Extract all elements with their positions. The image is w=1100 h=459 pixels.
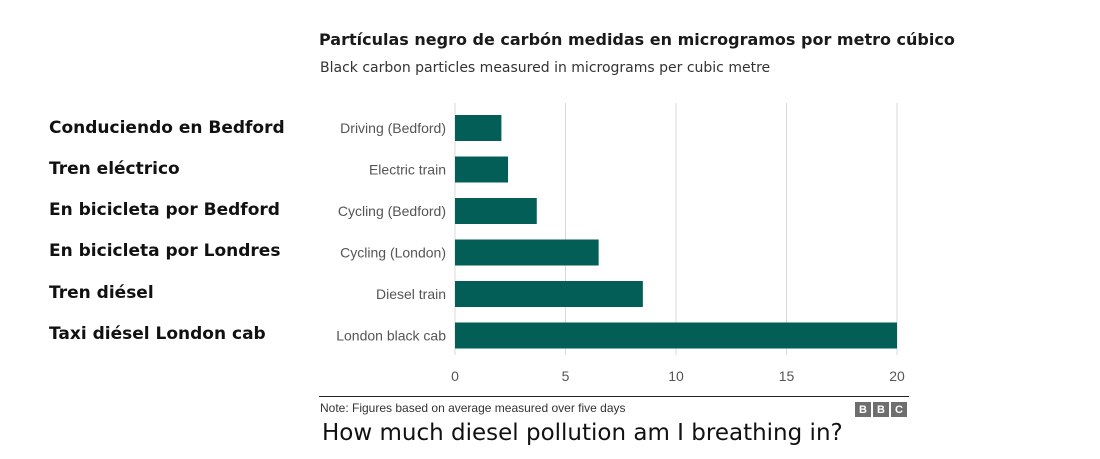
logo-letter: B bbox=[873, 402, 889, 417]
x-tick-label: 10 bbox=[668, 368, 684, 384]
category-label: Driving (Bedford) bbox=[340, 120, 446, 136]
bar bbox=[455, 281, 643, 307]
footer-divider bbox=[319, 396, 909, 397]
logo-letter: B bbox=[855, 402, 871, 417]
caption: How much diesel pollution am I breathing… bbox=[322, 420, 843, 446]
chart-subtitle: Black carbon particles measured in micro… bbox=[320, 60, 771, 76]
category-label: Cycling (Bedford) bbox=[338, 203, 446, 219]
bbc-logo: B B C bbox=[855, 402, 907, 417]
category-label: London black cab bbox=[336, 328, 446, 344]
spanish-label: En bicicleta por Bedford bbox=[49, 200, 280, 220]
footer-note: Note: Figures based on average measured … bbox=[320, 401, 626, 415]
x-tick-label: 20 bbox=[889, 368, 905, 384]
x-tick-label: 0 bbox=[451, 368, 459, 384]
bar bbox=[455, 322, 897, 349]
spanish-label: Tren diésel bbox=[49, 283, 154, 303]
logo-letter: C bbox=[891, 402, 907, 417]
category-label: Cycling (London) bbox=[340, 245, 446, 261]
x-tick-label: 15 bbox=[779, 368, 795, 384]
category-label: Diesel train bbox=[376, 286, 446, 302]
bar bbox=[455, 198, 537, 224]
bar bbox=[455, 115, 502, 141]
bar bbox=[455, 156, 509, 183]
category-label: Electric train bbox=[369, 162, 446, 178]
chart-title: Partículas negro de carbón medidas en mi… bbox=[319, 30, 955, 49]
spanish-label: Taxi diésel London cab bbox=[49, 324, 266, 344]
spanish-label: Tren eléctrico bbox=[49, 159, 180, 179]
spanish-label: En bicicleta por Londres bbox=[49, 241, 281, 261]
spanish-label: Conduciendo en Bedford bbox=[49, 118, 285, 138]
x-tick-label: 5 bbox=[562, 368, 570, 384]
bar bbox=[455, 239, 599, 266]
